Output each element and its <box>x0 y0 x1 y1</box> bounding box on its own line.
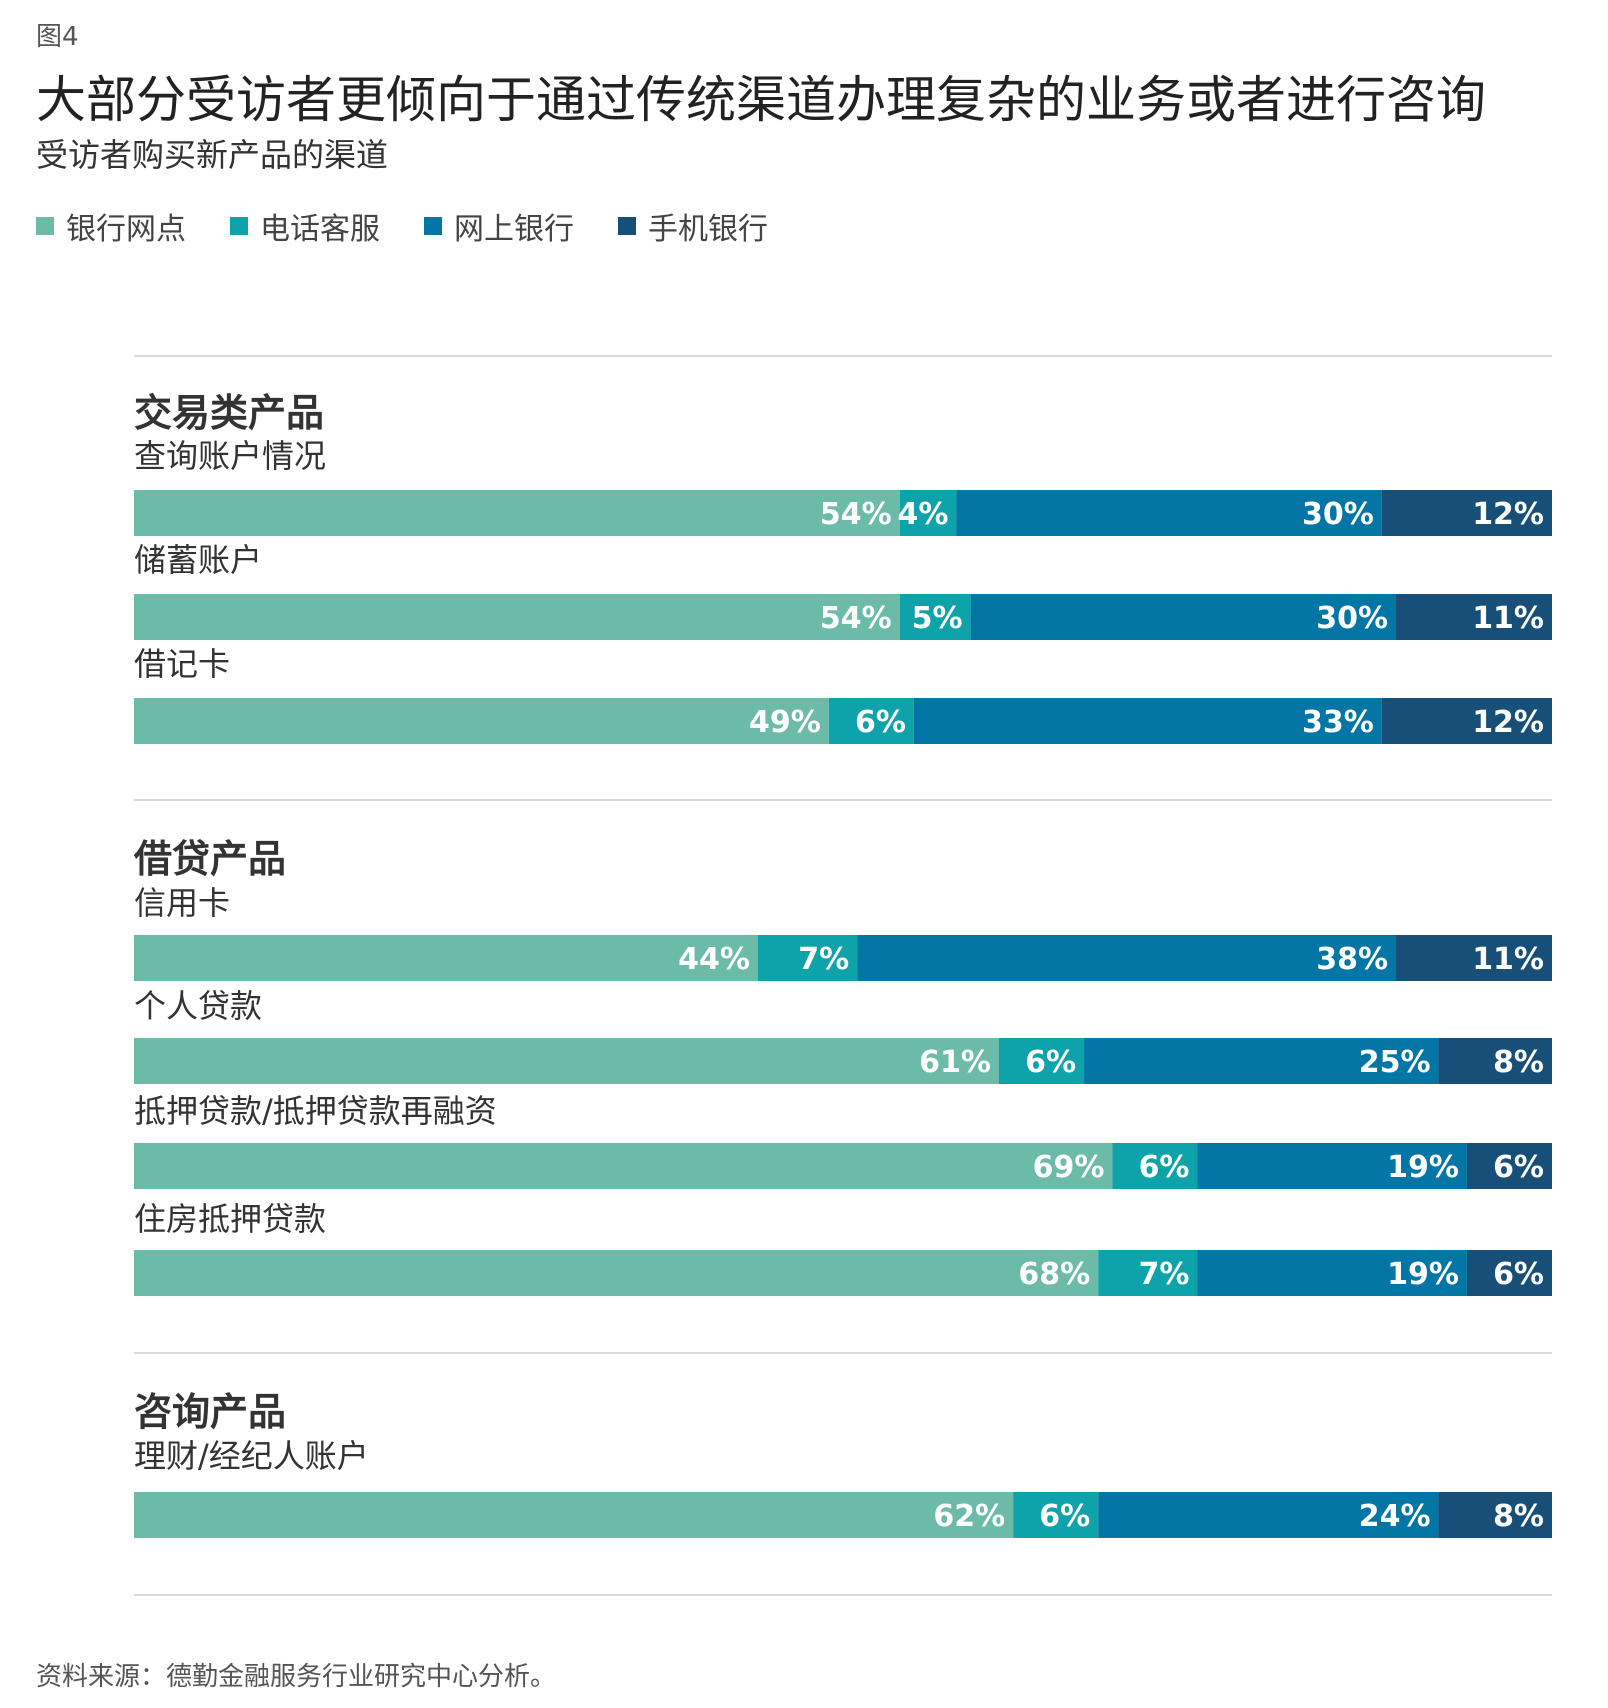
data-label: 6% <box>1039 1499 1090 1534</box>
legend: 银行网点 电话客服 网上银行 手机银行 <box>36 204 812 248</box>
bar-segment <box>1197 1250 1467 1296</box>
row-label: 信用卡 <box>134 884 230 922</box>
bar-segment <box>1466 1143 1552 1189</box>
legend-label-branch: 银行网点 <box>66 212 186 247</box>
legend-swatch-branch <box>36 217 54 235</box>
data-label: 44% <box>678 942 750 977</box>
bar-segment <box>757 935 858 981</box>
data-label: 49% <box>749 705 821 740</box>
data-label: 6% <box>855 705 906 740</box>
data-label: 25% <box>1359 1045 1431 1080</box>
bar-segment <box>857 935 1397 981</box>
source-note: 资料来源：德勤金融服务行业研究中心分析。 <box>36 1662 557 1692</box>
bar-segment <box>828 698 914 744</box>
row-label: 抵押贷款/抵押贷款再融资 <box>134 1092 497 1130</box>
legend-swatch-mobile <box>618 217 636 235</box>
bar-segment <box>134 1250 1099 1296</box>
bar-segment <box>1098 1250 1198 1296</box>
data-label: 62% <box>933 1499 1005 1534</box>
data-label: 7% <box>798 942 849 977</box>
data-label: 11% <box>1472 601 1544 636</box>
row-label: 理财/经纪人账户 <box>134 1437 369 1475</box>
row-label: 借记卡 <box>134 645 230 683</box>
legend-swatch-phone <box>230 217 248 235</box>
legend-item-mobile: 手机银行 <box>618 204 768 248</box>
data-label: 19% <box>1387 1257 1459 1292</box>
data-label: 6% <box>1493 1257 1544 1292</box>
data-label: 6% <box>1139 1150 1190 1185</box>
bar-segment <box>1466 1250 1552 1296</box>
data-label: 54% <box>820 497 892 532</box>
bar-segment <box>1098 1492 1439 1538</box>
legend-label-online: 网上银行 <box>454 212 574 247</box>
bar-segment <box>1381 490 1552 536</box>
data-label: 11% <box>1472 942 1544 977</box>
data-label: 33% <box>1302 705 1374 740</box>
legend-item-branch: 银行网点 <box>36 204 186 248</box>
bar-segment <box>134 698 829 744</box>
bar-segment <box>134 594 900 640</box>
bar-segment <box>1084 1038 1439 1084</box>
bar-segment <box>998 1038 1085 1084</box>
bar-segment <box>1396 594 1552 640</box>
data-label: 68% <box>1018 1257 1090 1292</box>
legend-swatch-online <box>424 217 442 235</box>
data-label: 8% <box>1493 1045 1544 1080</box>
data-label: 38% <box>1316 942 1388 977</box>
data-label: 6% <box>1493 1150 1544 1185</box>
data-label: 54% <box>820 601 892 636</box>
data-label: 7% <box>1139 1257 1190 1292</box>
bar-segment <box>1381 698 1552 744</box>
bar-segment <box>134 935 758 981</box>
bar-segment <box>134 1143 1113 1189</box>
data-label: 24% <box>1359 1499 1431 1534</box>
figure-label: 图4 <box>36 22 79 52</box>
bar-segment <box>899 594 971 640</box>
bar-segment <box>970 594 1397 640</box>
data-label: 30% <box>1316 601 1388 636</box>
legend-label-phone: 电话客服 <box>260 212 380 247</box>
legend-item-phone: 电话客服 <box>230 204 380 248</box>
bar-segment <box>899 490 957 536</box>
group-header: 交易类产品 <box>134 391 324 435</box>
data-label: 61% <box>919 1045 991 1080</box>
legend-item-online: 网上银行 <box>424 204 574 248</box>
bar-segment <box>1197 1143 1467 1189</box>
data-label: 69% <box>1033 1150 1105 1185</box>
bar-segment <box>134 490 900 536</box>
bar-segment <box>1013 1492 1099 1538</box>
row-label: 住房抵押贷款 <box>134 1200 326 1238</box>
bar-segment <box>1438 1492 1552 1538</box>
bar-segment <box>956 490 1382 536</box>
data-label: 30% <box>1302 497 1374 532</box>
bar-segment <box>1438 1038 1552 1084</box>
chart-title: 大部分受访者更倾向于通过传统渠道办理复杂的业务或者进行咨询 <box>36 71 1486 129</box>
data-label: 12% <box>1472 705 1544 740</box>
data-label: 5% <box>912 601 963 636</box>
bar-segment <box>913 698 1382 744</box>
legend-label-mobile: 手机银行 <box>648 212 768 247</box>
bar-segment <box>1112 1143 1198 1189</box>
data-label: 12% <box>1472 497 1544 532</box>
data-label: 8% <box>1493 1499 1544 1534</box>
group-header: 借贷产品 <box>133 837 286 881</box>
data-label: 19% <box>1387 1150 1459 1185</box>
bar-segment <box>1396 935 1552 981</box>
bar-segment <box>134 1038 999 1084</box>
chart-subtitle: 受访者购买新产品的渠道 <box>36 136 389 174</box>
bar-segment <box>134 1492 1014 1538</box>
row-label: 查询账户情况 <box>134 437 326 475</box>
row-label: 个人贷款 <box>134 987 262 1025</box>
row-label: 储蓄账户 <box>134 541 262 579</box>
group-header: 咨询产品 <box>134 1390 286 1434</box>
data-label: 4% <box>898 497 949 532</box>
data-label: 6% <box>1025 1045 1076 1080</box>
